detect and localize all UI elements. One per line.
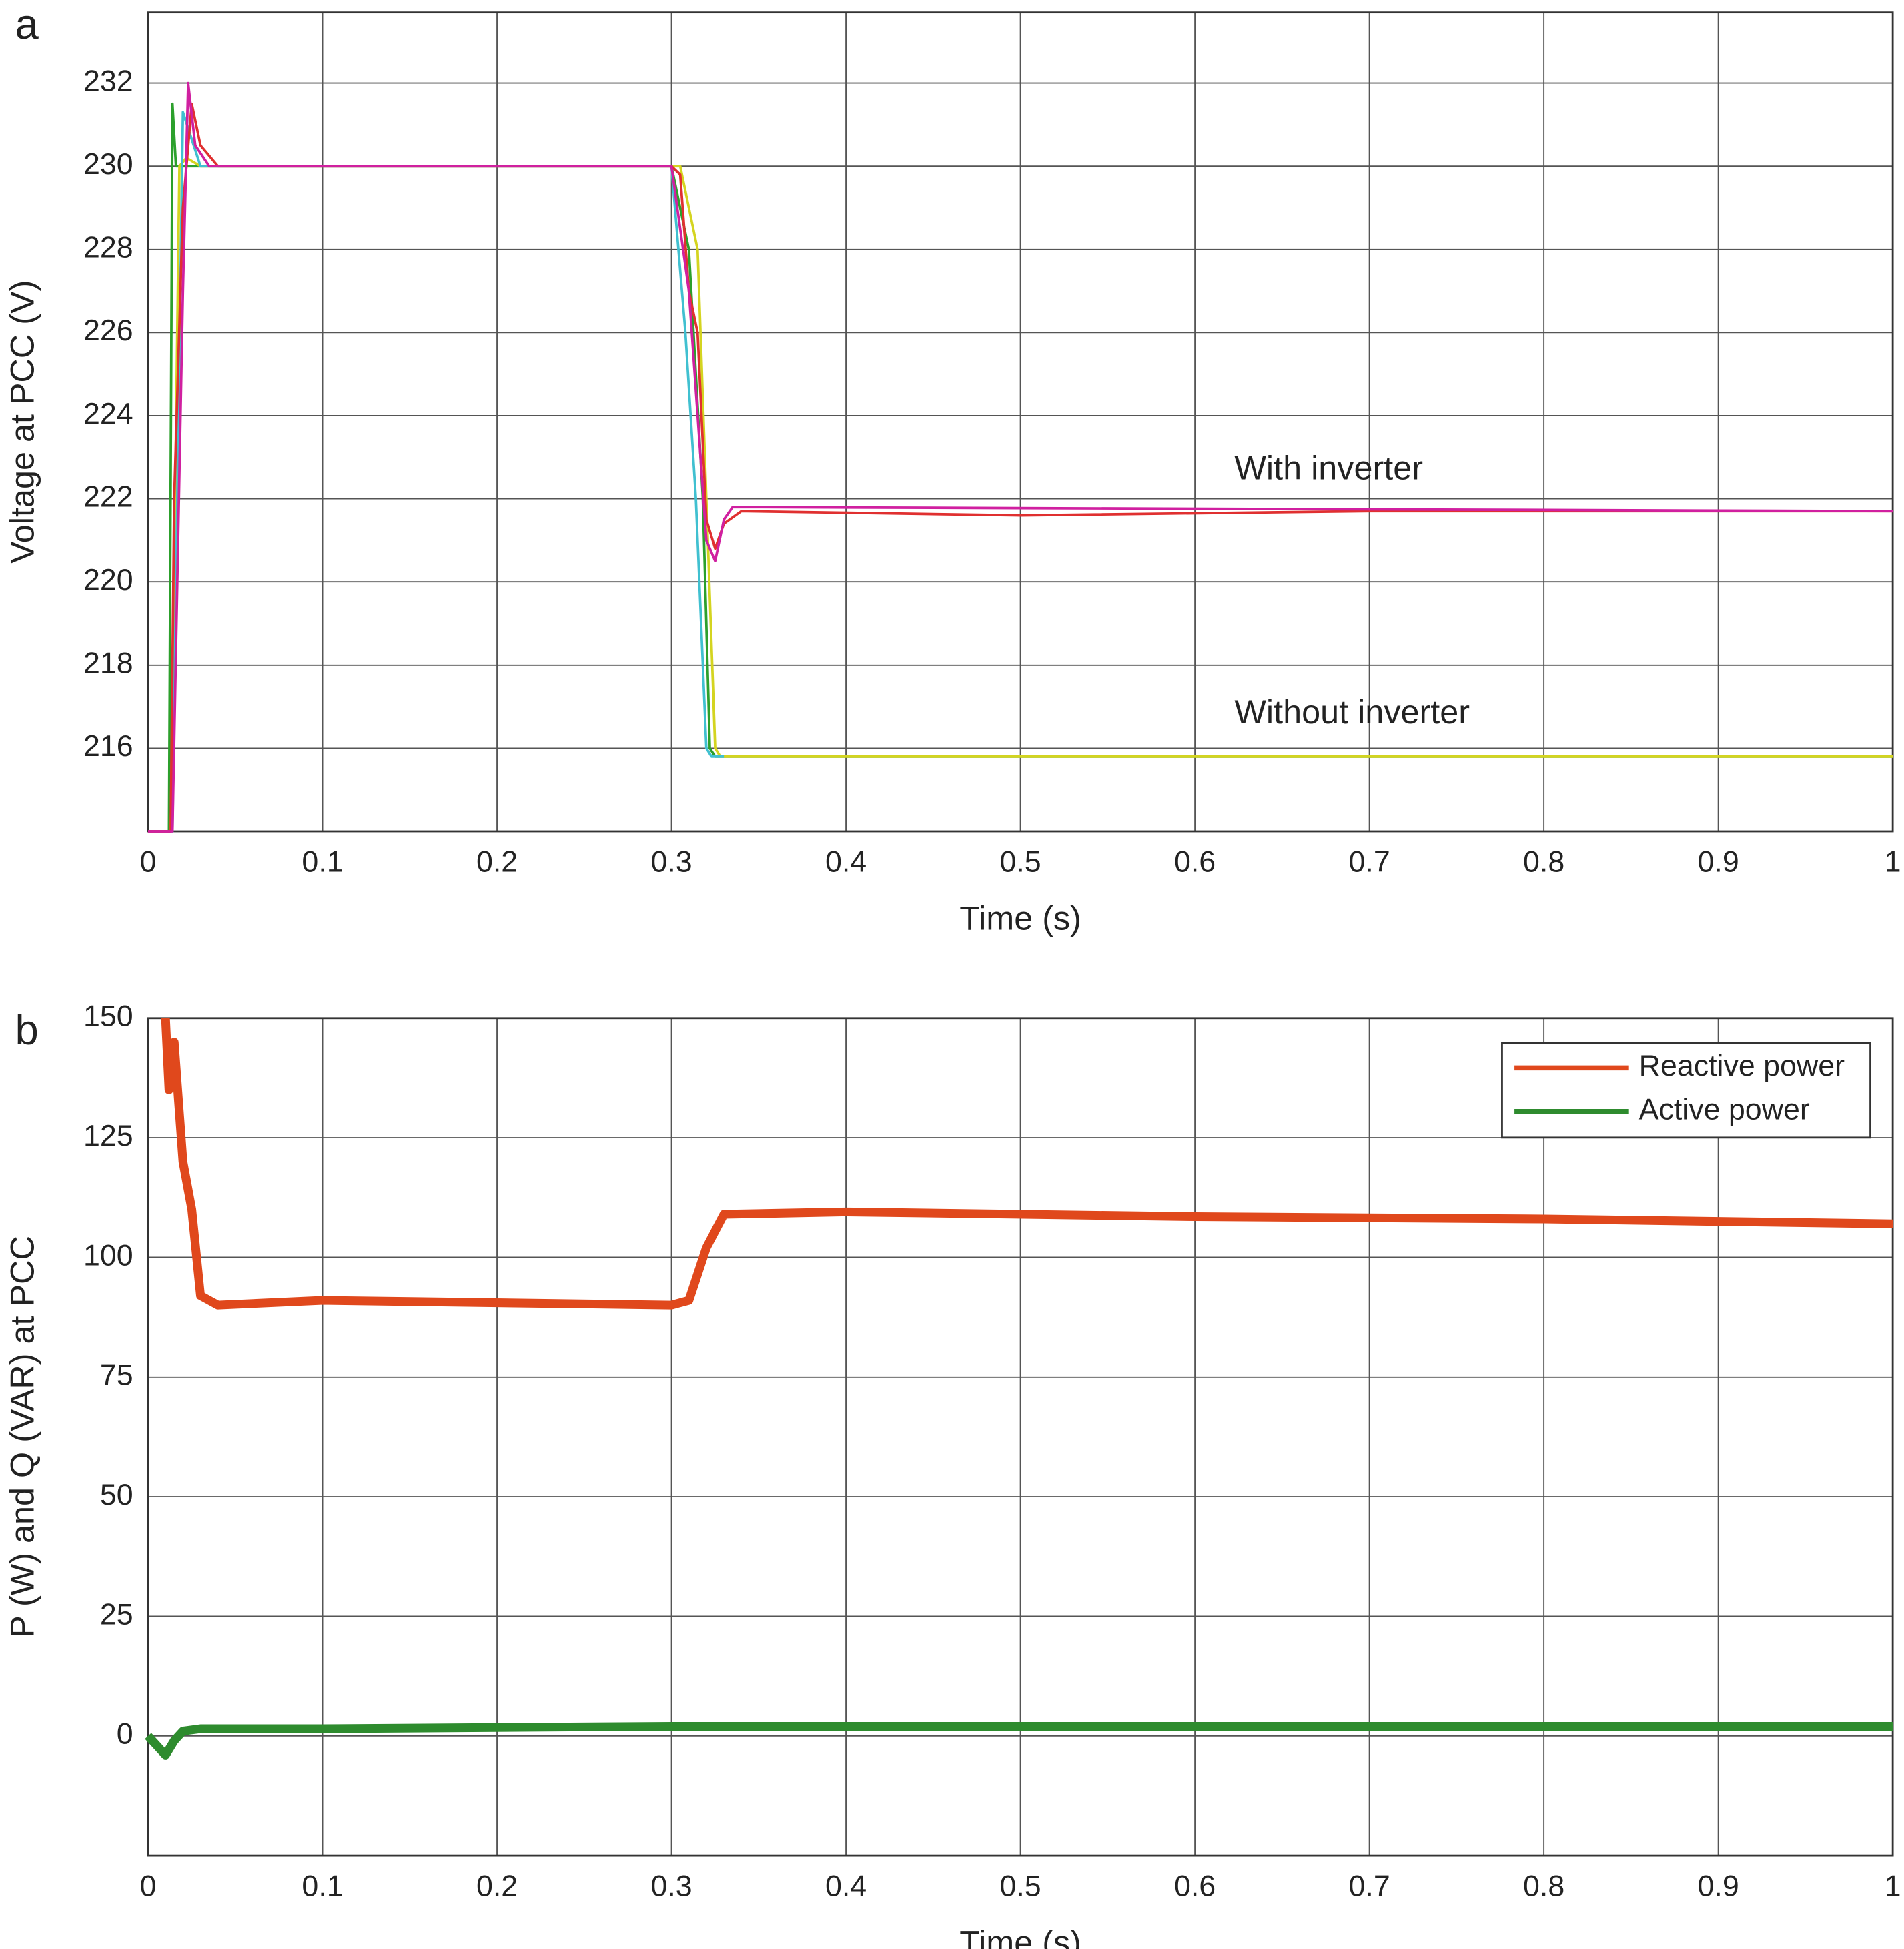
legend-label: Reactive power: [1639, 1049, 1845, 1082]
data-line: [148, 102, 1893, 833]
y-tick-label: 50: [100, 1478, 133, 1511]
x-tick-label: 1: [1885, 845, 1901, 878]
data-line: [145, 1721, 1893, 1760]
x-axis-label: Time (s): [959, 1924, 1081, 1949]
y-axis-label: Voltage at PCC (V): [3, 280, 41, 564]
x-tick-label: 0.3: [650, 845, 692, 878]
y-tick-label: 125: [83, 1119, 133, 1152]
x-tick-label: 0.8: [1523, 1869, 1564, 1902]
x-tick-label: 0.3: [650, 1869, 692, 1902]
y-tick-label: 218: [83, 647, 133, 680]
x-tick-label: 0.6: [1174, 1869, 1216, 1902]
y-tick-label: 150: [83, 1000, 133, 1033]
x-tick-label: 0.4: [825, 845, 867, 878]
x-tick-label: 0.5: [999, 1869, 1041, 1902]
annotation: Without inverter: [1234, 693, 1470, 731]
legend-label: Active power: [1639, 1093, 1810, 1126]
panel-label: b: [15, 1007, 38, 1054]
x-tick-label: 0.7: [1348, 1869, 1390, 1902]
annotation: With inverter: [1234, 448, 1423, 486]
y-tick-label: 0: [117, 1717, 133, 1751]
x-tick-label: 1: [1885, 1869, 1901, 1902]
x-tick-label: 0.1: [302, 845, 343, 878]
data-line: [148, 111, 725, 833]
x-tick-label: 0.1: [302, 1869, 343, 1902]
y-tick-label: 25: [100, 1597, 133, 1631]
plot-frame: [147, 11, 1894, 833]
x-tick-label: 0.9: [1698, 845, 1739, 878]
y-tick-label: 222: [83, 480, 133, 513]
x-tick-label: 0.8: [1523, 845, 1564, 878]
y-tick-label: 228: [83, 231, 133, 264]
x-tick-label: 0.4: [825, 1869, 867, 1902]
x-axis-label: Time (s): [959, 899, 1081, 937]
x-tick-label: 0: [140, 1869, 157, 1902]
legend-box: [1501, 1042, 1871, 1139]
x-tick-label: 0.2: [476, 1869, 518, 1902]
y-axis-label: P (W) and Q (VAR) at PCC: [3, 1236, 41, 1638]
data-line: [161, 1018, 1893, 1310]
x-tick-label: 0.6: [1174, 845, 1216, 878]
plot-frame: [147, 1017, 1894, 1857]
y-tick-label: 230: [83, 147, 133, 181]
panel-label: a: [15, 1, 39, 48]
y-tick-label: 75: [100, 1358, 133, 1392]
y-tick-label: 224: [83, 397, 133, 430]
x-tick-label: 0.9: [1698, 1869, 1739, 1902]
x-tick-label: 0.5: [999, 845, 1041, 878]
y-tick-label: 232: [83, 64, 133, 97]
x-tick-label: 0.7: [1348, 845, 1390, 878]
y-tick-label: 216: [83, 729, 133, 763]
x-tick-label: 0: [140, 845, 157, 878]
y-tick-label: 220: [83, 563, 133, 597]
y-tick-label: 100: [83, 1238, 133, 1272]
y-tick-label: 226: [83, 314, 133, 347]
x-tick-label: 0.2: [476, 845, 518, 878]
data-line: [148, 81, 1893, 833]
